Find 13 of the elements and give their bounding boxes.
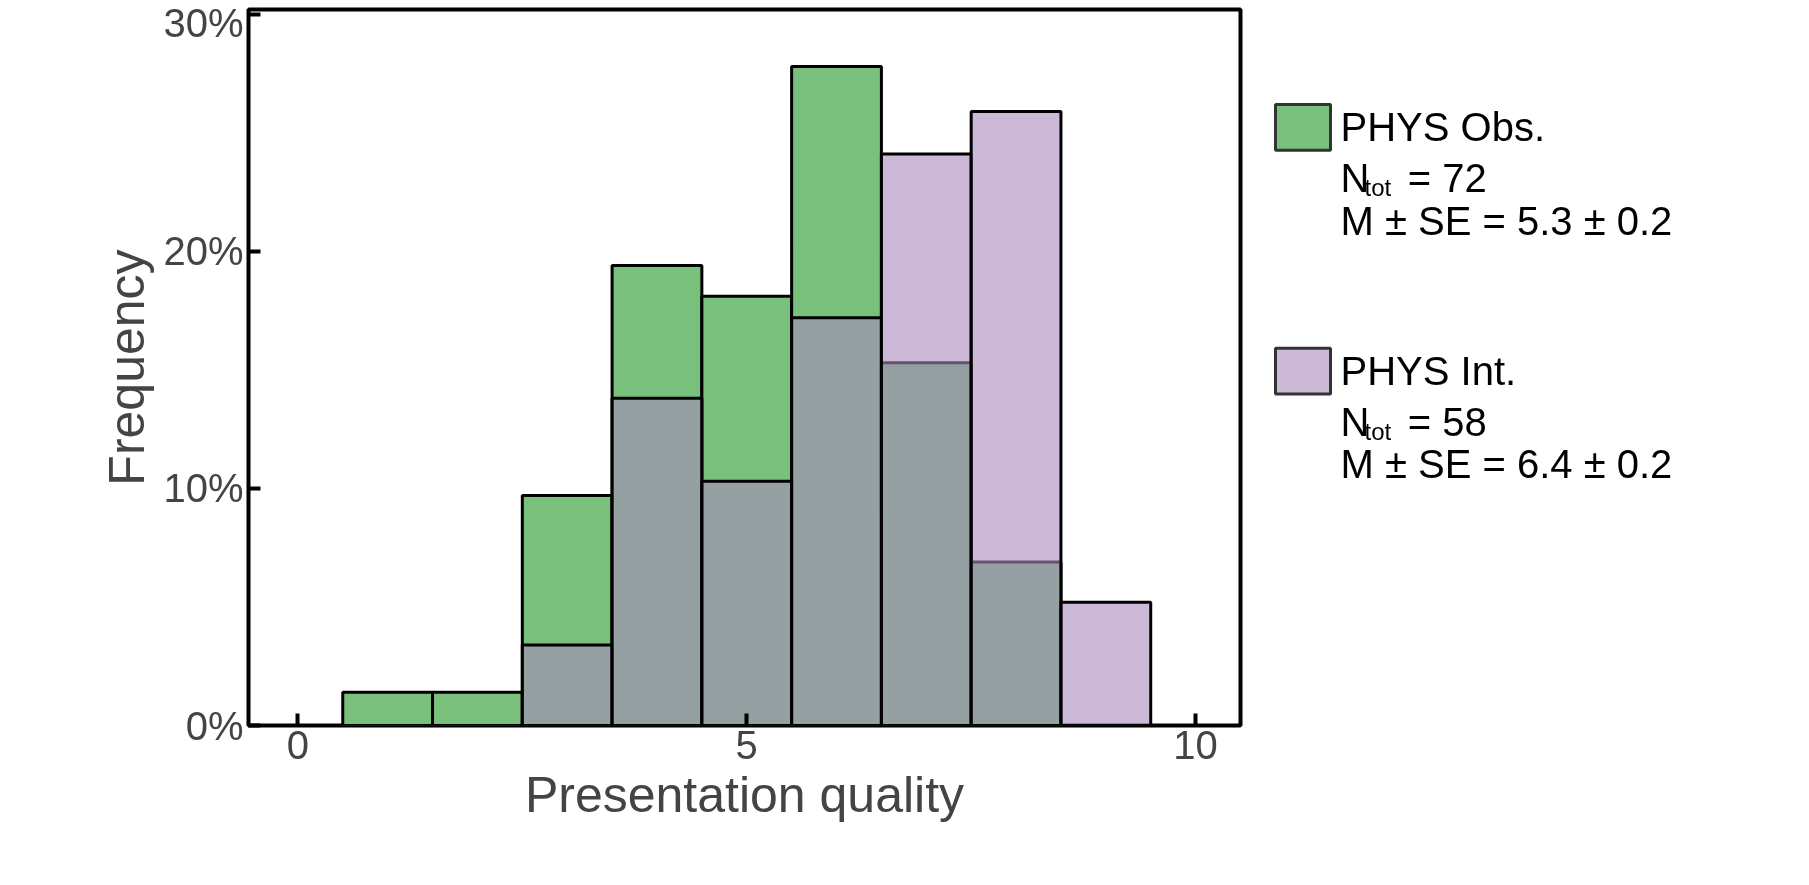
y-tick-label: 10% bbox=[163, 466, 244, 511]
legend-label: PHYS Int. bbox=[1340, 349, 1517, 394]
text: M ± SE = 5.3 ± 0.2 bbox=[1340, 198, 1673, 243]
legend-label: PHYS Obs. bbox=[1340, 105, 1546, 150]
y-tick-label: 0% bbox=[185, 703, 244, 748]
x-tick-label: 5 bbox=[735, 722, 758, 767]
x-tick-label: 0 bbox=[286, 722, 309, 767]
y-tick-label: 30% bbox=[163, 0, 244, 45]
x-tick-label: 10 bbox=[1173, 722, 1218, 767]
y-tick-label: 20% bbox=[163, 229, 244, 274]
x-axis-title: Presentation quality bbox=[524, 766, 965, 823]
y-axis-title: Frequency bbox=[99, 249, 156, 486]
text: M ± SE = 6.4 ± 0.2 bbox=[1340, 442, 1673, 487]
